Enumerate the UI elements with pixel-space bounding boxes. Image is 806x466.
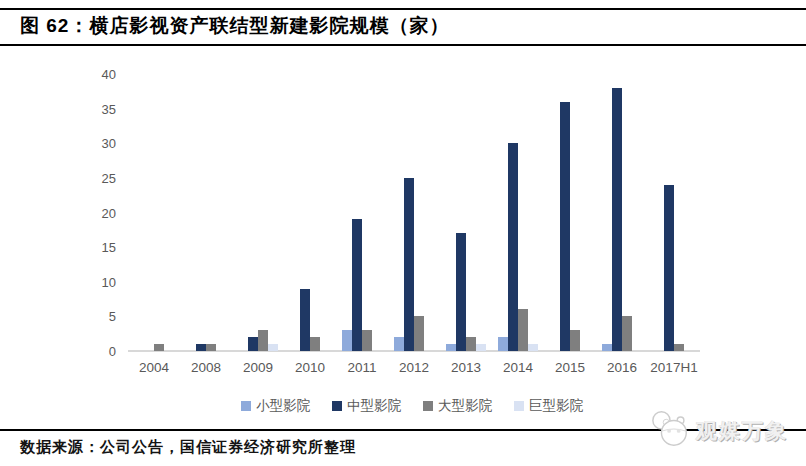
bar-小型影院 bbox=[498, 337, 508, 351]
y-axis-tick-label: 30 bbox=[58, 136, 116, 151]
bar-大型影院 bbox=[310, 337, 320, 351]
x-axis-label: 2015 bbox=[555, 360, 585, 375]
bar-大型影院 bbox=[518, 309, 528, 351]
bar-大型影院 bbox=[622, 316, 632, 351]
legend-item-3: 巨型影院 bbox=[514, 397, 583, 415]
y-axis-tick-label: 25 bbox=[58, 170, 116, 185]
y-axis-tick-label: 15 bbox=[58, 240, 116, 255]
bar-大型影院 bbox=[258, 330, 268, 351]
y-axis-tick-label: 35 bbox=[58, 101, 116, 116]
bar-巨型影院 bbox=[268, 344, 278, 351]
bar-大型影院 bbox=[466, 337, 476, 351]
x-axis-label: 2013 bbox=[451, 360, 481, 375]
bar-中型影院 bbox=[352, 219, 362, 351]
legend-label: 巨型影院 bbox=[529, 397, 583, 415]
bar-小型影院 bbox=[342, 330, 352, 351]
legend-swatch bbox=[332, 401, 342, 411]
y-axis-tick-label: 10 bbox=[58, 274, 116, 289]
x-axis-label: 2011 bbox=[347, 360, 376, 375]
bar-中型影院 bbox=[664, 185, 674, 351]
bar-中型影院 bbox=[196, 344, 206, 351]
x-axis-label: 2004 bbox=[139, 360, 169, 375]
bar-大型影院 bbox=[570, 330, 580, 351]
legend-swatch bbox=[514, 401, 524, 411]
report-figure: 图 62：横店影视资产联结型新建影院规模（家） 0510152025303540… bbox=[0, 0, 806, 466]
chart-legend: 小型影院 中型影院 大型影院 巨型影院 bbox=[128, 397, 696, 415]
y-axis-tick-label: 0 bbox=[58, 344, 116, 359]
panda-mascot-icon bbox=[650, 408, 692, 454]
x-axis-label: 2008 bbox=[191, 360, 221, 375]
legend-label: 小型影院 bbox=[256, 397, 310, 415]
bar-大型影院 bbox=[206, 344, 216, 351]
bar-大型影院 bbox=[674, 344, 684, 351]
bar-大型影院 bbox=[154, 344, 164, 351]
bar-小型影院 bbox=[446, 344, 456, 351]
bar-中型影院 bbox=[300, 289, 310, 351]
bar-中型影院 bbox=[612, 88, 622, 351]
legend-label: 中型影院 bbox=[347, 397, 401, 415]
bar-巨型影院 bbox=[476, 344, 486, 351]
bar-小型影院 bbox=[602, 344, 612, 351]
source-note: 数据来源：公司公告，国信证券经济研究所整理 bbox=[20, 438, 356, 457]
legend-item-0: 小型影院 bbox=[241, 397, 310, 415]
bar-中型影院 bbox=[560, 102, 570, 351]
bar-大型影院 bbox=[414, 316, 424, 351]
x-axis-label: 2017H1 bbox=[650, 360, 697, 375]
legend-item-1: 中型影院 bbox=[332, 397, 401, 415]
watermark-text: 观媒万象 bbox=[696, 417, 788, 445]
watermark: 观媒万象 bbox=[650, 406, 806, 456]
bar-小型影院 bbox=[394, 337, 404, 351]
x-axis-label: 2010 bbox=[295, 360, 325, 375]
legend-swatch bbox=[423, 401, 433, 411]
bar-中型影院 bbox=[248, 337, 258, 351]
y-axis-tick-label: 40 bbox=[58, 67, 116, 82]
bar-中型影院 bbox=[508, 143, 518, 351]
legend-item-2: 大型影院 bbox=[423, 397, 492, 415]
bar-大型影院 bbox=[362, 330, 372, 351]
y-axis-tick-label: 20 bbox=[58, 205, 116, 220]
bar-中型影院 bbox=[456, 233, 466, 351]
legend-label: 大型影院 bbox=[438, 397, 492, 415]
bar-巨型影院 bbox=[528, 344, 538, 351]
x-axis-label: 2012 bbox=[399, 360, 429, 375]
x-axis-label: 2009 bbox=[243, 360, 273, 375]
bar-中型影院 bbox=[404, 178, 414, 351]
x-axis-label: 2014 bbox=[503, 360, 533, 375]
legend-swatch bbox=[241, 401, 251, 411]
y-axis-tick-label: 5 bbox=[58, 309, 116, 324]
x-axis-label: 2016 bbox=[607, 360, 637, 375]
